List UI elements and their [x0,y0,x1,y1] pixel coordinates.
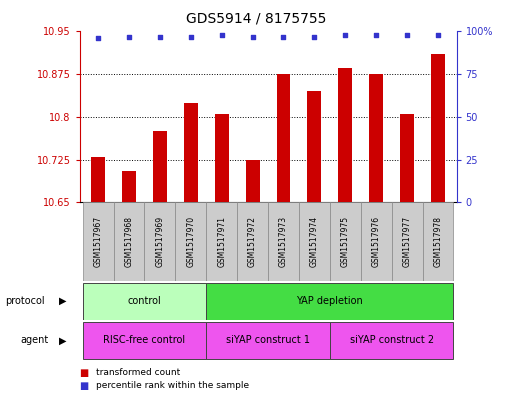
Text: RISC-free control: RISC-free control [103,335,186,345]
Bar [431,54,445,202]
Text: agent: agent [21,335,49,345]
Bar [113,202,145,281]
Text: GSM1517968: GSM1517968 [125,216,133,267]
Text: YAP depletion: YAP depletion [297,296,363,306]
Bar [246,160,260,202]
Bar [330,322,453,359]
Bar [237,202,268,281]
Text: GSM1517971: GSM1517971 [217,216,226,267]
Text: ■: ■ [80,381,89,391]
Point [310,33,319,40]
Text: GSM1517975: GSM1517975 [341,216,350,267]
Bar [299,202,330,281]
Bar [330,202,361,281]
Point [403,32,411,38]
Point [434,32,442,38]
Point [248,33,256,40]
Bar [145,202,175,281]
Bar [339,68,352,202]
Bar [83,322,206,359]
Bar [423,202,453,281]
Text: percentile rank within the sample: percentile rank within the sample [96,382,249,390]
Bar [307,91,321,202]
Bar [268,202,299,281]
Point [94,35,102,41]
Bar [153,131,167,202]
Point [280,33,288,40]
Text: GSM1517976: GSM1517976 [372,216,381,267]
Text: GDS5914 / 8175755: GDS5914 / 8175755 [186,12,327,26]
Bar [122,171,136,202]
Bar [400,114,414,202]
Bar [91,157,105,202]
Point [218,32,226,38]
Bar [369,74,383,202]
Text: siYAP construct 1: siYAP construct 1 [226,335,310,345]
Bar [184,103,198,202]
Bar [175,202,206,281]
Text: ▶: ▶ [59,296,67,306]
Bar [83,283,206,320]
Text: control: control [128,296,161,306]
Text: GSM1517977: GSM1517977 [403,216,411,267]
Text: GSM1517967: GSM1517967 [93,216,103,267]
Bar [206,202,237,281]
Text: ▶: ▶ [59,335,67,345]
Point [187,33,195,40]
Text: GSM1517970: GSM1517970 [186,216,195,267]
Text: ■: ■ [80,367,89,378]
Bar [215,114,229,202]
Text: GSM1517974: GSM1517974 [310,216,319,267]
Point [125,33,133,40]
Bar [361,202,391,281]
Point [341,32,349,38]
Text: GSM1517973: GSM1517973 [279,216,288,267]
Bar [83,202,113,281]
Text: GSM1517969: GSM1517969 [155,216,164,267]
Bar [391,202,423,281]
Text: GSM1517972: GSM1517972 [248,216,257,267]
Text: siYAP construct 2: siYAP construct 2 [349,335,433,345]
Bar [206,283,453,320]
Bar [277,74,290,202]
Point [372,32,380,38]
Text: protocol: protocol [5,296,45,306]
Text: transformed count: transformed count [96,368,180,377]
Text: GSM1517978: GSM1517978 [433,216,443,267]
Bar [206,322,330,359]
Point [156,33,164,40]
